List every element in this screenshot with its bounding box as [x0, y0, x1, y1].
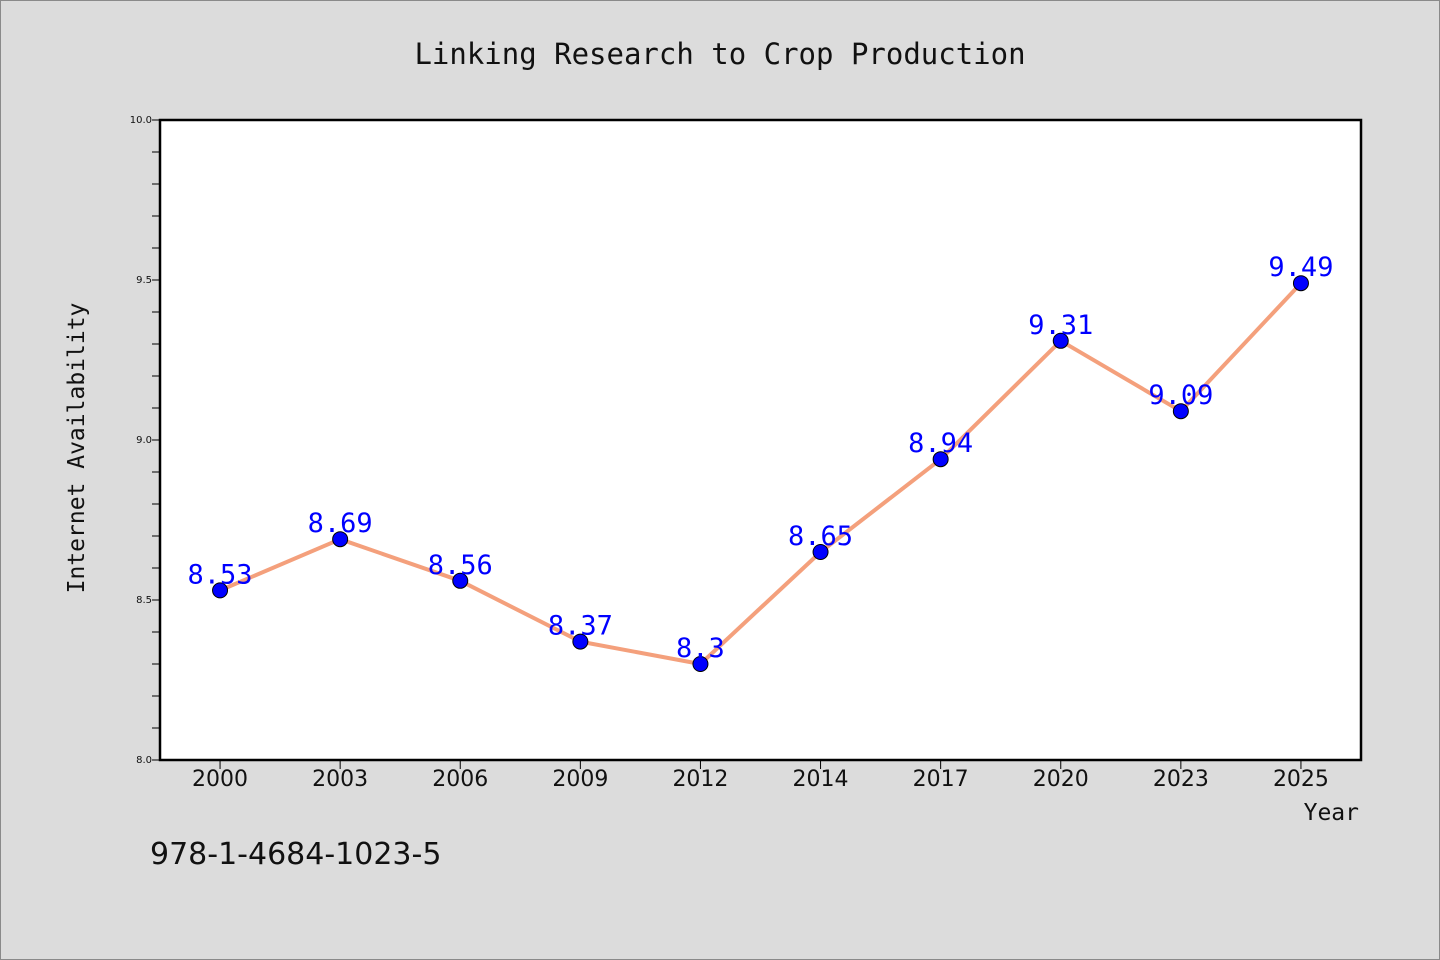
y-tick-label: 9.0	[136, 435, 152, 446]
series-line	[218, 281, 1303, 666]
x-tick-label: 2003	[312, 767, 368, 792]
data-point	[1292, 275, 1309, 292]
data-label: 9.49	[1268, 252, 1333, 283]
isbn-text: 978-1-4684-1023-5	[150, 837, 441, 872]
data-point	[932, 451, 949, 468]
data-label: 8.69	[308, 508, 373, 539]
x-tick-label: 2000	[192, 767, 248, 792]
data-point	[1172, 403, 1189, 420]
data-label: 8.3	[676, 633, 725, 664]
x-tick-label: 2012	[672, 767, 728, 792]
chart-title: Linking Research to Crop Production	[414, 37, 1025, 71]
plot-area	[158, 118, 1363, 762]
data-label: 9.31	[1028, 310, 1093, 341]
x-tick-label: 2025	[1273, 767, 1329, 792]
data-label: 8.65	[788, 521, 853, 552]
y-tick-label: 8.5	[136, 595, 152, 606]
x-tick-label: 2009	[552, 767, 608, 792]
data-point	[212, 582, 229, 599]
data-points	[212, 275, 1309, 672]
data-point	[572, 633, 589, 650]
y-tick-label: 9.5	[136, 275, 152, 286]
data-point	[692, 656, 709, 672]
y-tick-label: 8.0	[136, 755, 152, 766]
data-label: 8.56	[428, 550, 493, 581]
y-axis-label: Internet Availability	[64, 303, 90, 594]
x-tick-label: 2023	[1153, 767, 1209, 792]
data-point	[452, 572, 469, 589]
data-labels: 8.53 8.69 8.56 8.37 8.3 8.65 8.94 9.31 9.09 9.49	[188, 252, 1334, 664]
data-label: 8.37	[548, 611, 613, 642]
x-tick-label: 2017	[913, 767, 969, 792]
x-axis-label: Year	[1304, 800, 1359, 826]
data-point	[1052, 332, 1069, 349]
y-tick-label: 10.0	[130, 115, 152, 126]
x-axis: 2000 2003 2006 2009 2012 2014 2017 2020 2023 2025	[192, 760, 1329, 792]
x-tick-label: 2014	[793, 767, 849, 792]
x-tick-label: 2020	[1033, 767, 1089, 792]
data-label: 8.53	[188, 559, 253, 590]
series-polyline	[218, 281, 1303, 666]
data-point	[332, 531, 349, 548]
x-tick-label: 2006	[432, 767, 488, 792]
data-point	[812, 544, 829, 560]
data-label: 9.09	[1148, 380, 1213, 411]
data-label: 8.94	[908, 428, 973, 459]
y-axis: 8.0 8.5 9.0 9.5 10.0	[130, 115, 160, 766]
